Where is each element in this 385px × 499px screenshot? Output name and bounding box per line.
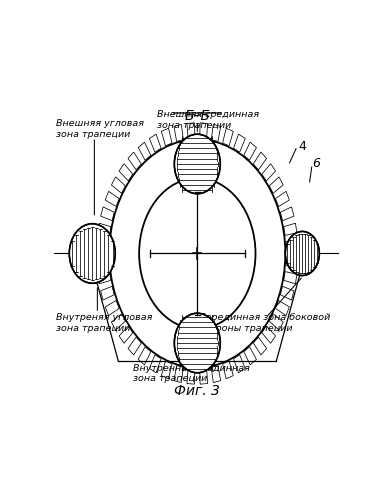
Polygon shape xyxy=(187,368,195,384)
Polygon shape xyxy=(149,134,161,152)
Polygon shape xyxy=(284,223,297,236)
Polygon shape xyxy=(280,286,294,300)
Text: Внутреняя угловая
зона трапеции: Внутреняя угловая зона трапеции xyxy=(55,313,152,332)
Polygon shape xyxy=(187,123,195,139)
Polygon shape xyxy=(211,366,221,383)
Text: Внешняя угловая
зона трапеции: Внешняя угловая зона трапеции xyxy=(55,119,144,139)
Polygon shape xyxy=(98,271,111,284)
Text: Внешняя срединная
зона трапеции: Внешняя срединная зона трапеции xyxy=(157,110,259,130)
Polygon shape xyxy=(244,142,256,160)
Text: 6: 6 xyxy=(312,158,320,171)
Polygon shape xyxy=(223,128,233,146)
Polygon shape xyxy=(119,326,133,343)
Polygon shape xyxy=(286,240,298,250)
Polygon shape xyxy=(200,123,208,139)
Polygon shape xyxy=(262,164,276,181)
Text: 4: 4 xyxy=(299,140,306,153)
Polygon shape xyxy=(253,152,266,170)
Polygon shape xyxy=(111,177,126,193)
Polygon shape xyxy=(100,286,114,300)
Polygon shape xyxy=(161,128,172,146)
Polygon shape xyxy=(269,177,283,193)
Polygon shape xyxy=(200,368,208,384)
Ellipse shape xyxy=(174,134,220,194)
Polygon shape xyxy=(98,223,111,236)
Polygon shape xyxy=(286,256,298,267)
Text: Внутренная срединная
зона трапеции: Внутренная срединная зона трапеции xyxy=(133,364,250,383)
Polygon shape xyxy=(211,124,221,141)
Polygon shape xyxy=(161,361,172,379)
Polygon shape xyxy=(111,314,126,330)
Polygon shape xyxy=(128,337,141,355)
Polygon shape xyxy=(97,256,109,267)
Text: Б–Б: Б–Б xyxy=(184,109,210,123)
Polygon shape xyxy=(276,300,290,316)
Polygon shape xyxy=(138,142,151,160)
Polygon shape xyxy=(262,326,276,343)
Polygon shape xyxy=(269,314,283,330)
Polygon shape xyxy=(174,366,183,383)
Ellipse shape xyxy=(285,232,319,275)
Polygon shape xyxy=(97,240,109,250)
Polygon shape xyxy=(128,152,141,170)
Polygon shape xyxy=(100,207,114,221)
Polygon shape xyxy=(234,355,245,373)
Polygon shape xyxy=(119,164,133,181)
Polygon shape xyxy=(174,124,183,141)
Text: Фиг. 3: Фиг. 3 xyxy=(174,384,220,398)
Polygon shape xyxy=(223,361,233,379)
Polygon shape xyxy=(253,337,266,355)
Polygon shape xyxy=(149,355,161,373)
Polygon shape xyxy=(280,207,294,221)
Polygon shape xyxy=(138,347,151,365)
Ellipse shape xyxy=(174,313,220,373)
Ellipse shape xyxy=(69,224,115,283)
Polygon shape xyxy=(105,300,119,316)
Text: Серединная зона боковой
стороны трапеции: Серединная зона боковой стороны трапеции xyxy=(199,313,330,332)
Polygon shape xyxy=(244,347,256,365)
Polygon shape xyxy=(276,191,290,207)
Polygon shape xyxy=(284,271,297,284)
Polygon shape xyxy=(234,134,245,152)
Polygon shape xyxy=(105,191,119,207)
